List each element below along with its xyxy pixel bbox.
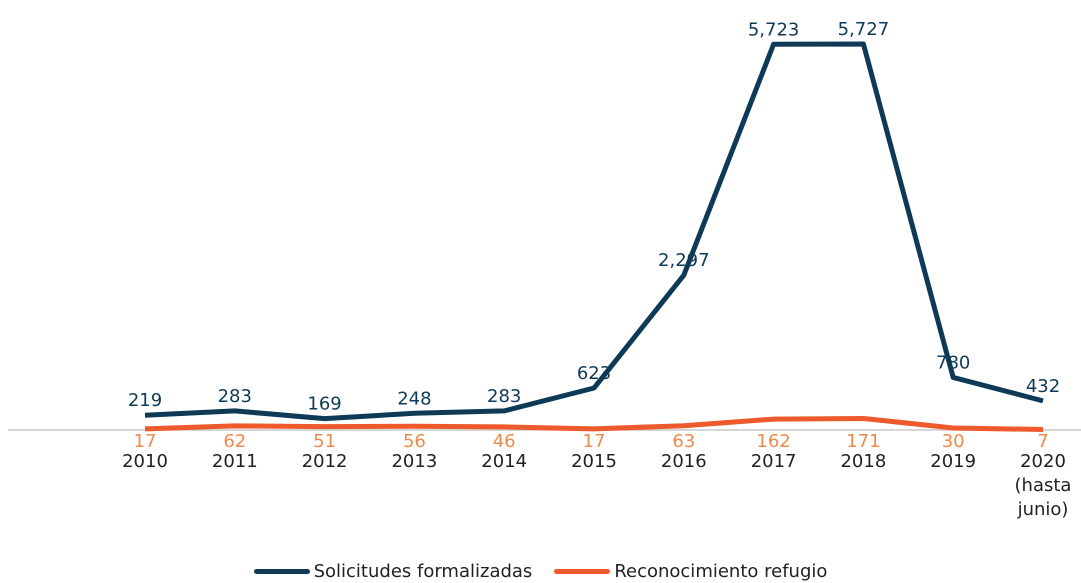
data-label: 56 <box>403 431 426 452</box>
series-line <box>144 41 1044 422</box>
legend-swatch <box>253 569 310 574</box>
data-label: 171 <box>846 431 880 452</box>
x-tick-label: 2018 <box>840 451 887 472</box>
data-label: 30 <box>942 431 965 452</box>
x-tick-label: 2010 <box>122 451 168 472</box>
data-label: 162 <box>756 431 790 452</box>
legend-swatch <box>554 569 611 574</box>
data-label: 219 <box>128 390 162 411</box>
data-label: 17 <box>583 431 606 452</box>
x-tick-label: 2013 <box>391 451 438 472</box>
data-label: 283 <box>218 386 252 407</box>
x-tick-label: 2020 (hasta junio) <box>1014 451 1072 520</box>
data-label: 17 <box>134 431 157 452</box>
data-label: 432 <box>1026 376 1060 397</box>
data-label: 623 <box>577 363 611 384</box>
x-tick-label: 2017 <box>750 451 797 472</box>
x-tick-label: 2016 <box>660 451 707 472</box>
x-tick-label: 2015 <box>571 451 617 472</box>
legend-item: Solicitudes formalizadas <box>253 561 533 582</box>
plot: 219 283 169 248 283 623 2,297 5,723 5,727 780 432 1… <box>8 19 1081 452</box>
series-line <box>144 415 1044 433</box>
data-label: 51 <box>313 431 336 452</box>
legend-item: Reconocimiento refugio <box>554 561 827 582</box>
data-label: 2,297 <box>658 250 710 271</box>
data-label: 283 <box>487 386 521 407</box>
data-label: 46 <box>493 431 516 452</box>
data-label: 62 <box>223 431 246 452</box>
legend-label: Reconocimiento refugio <box>614 561 828 582</box>
data-label: 5,727 <box>838 19 890 40</box>
x-tick-label: 2014 <box>481 451 528 472</box>
data-label: 7 <box>1037 431 1048 452</box>
data-label: 248 <box>397 388 431 409</box>
x-tick-label: 2011 <box>211 451 258 472</box>
legend-label: Solicitudes formalizadas <box>313 561 533 582</box>
data-label: 63 <box>672 431 695 452</box>
x-tick-label: 2019 <box>930 451 977 472</box>
legend: Solicitudes formalizadas Reconocimiento r… <box>0 561 1081 582</box>
x-tick-label: 2012 <box>301 451 348 472</box>
data-label: 780 <box>936 352 970 373</box>
data-label: 169 <box>307 394 341 415</box>
data-label: 5,723 <box>748 19 800 40</box>
